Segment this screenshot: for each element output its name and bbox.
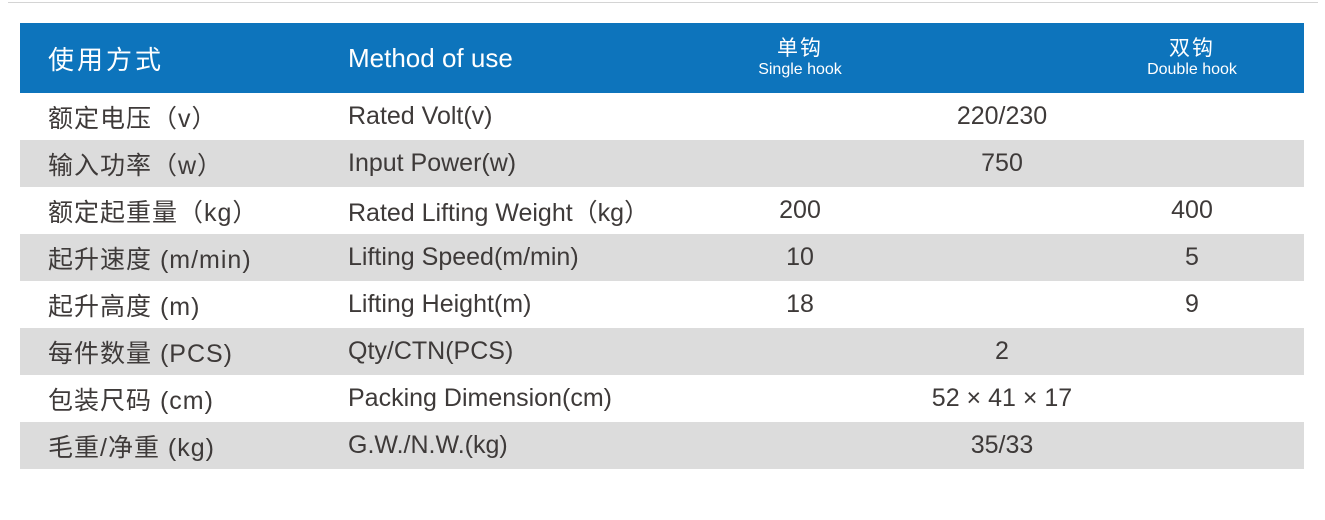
- row-label-en: Lifting Height(m): [348, 290, 532, 318]
- row-label-zh: 输入功率（w）: [48, 151, 224, 180]
- row-label-zh: 起升高度 (m): [48, 292, 201, 321]
- row-value-shared: 35/33: [970, 431, 1034, 459]
- row-label-en: Qty/CTN(PCS): [348, 337, 514, 365]
- product-spec-table: 使用方式 Method of use 单钩 Single hook 双钩 Dou…: [20, 23, 1304, 469]
- table-row-rated-lifting-weight: 额定起重量（kg） Rated Lifting Weight（kg） 200 4…: [20, 187, 1304, 234]
- header-double-hook-zh: 双钩: [1169, 36, 1215, 60]
- row-label-en: Packing Dimension(cm): [348, 384, 612, 412]
- header-single-hook-zh: 单钩: [777, 36, 823, 60]
- row-label-en: Rated Volt(v): [348, 102, 493, 130]
- table-header-row: 使用方式 Method of use 单钩 Single hook 双钩 Dou…: [20, 23, 1304, 93]
- row-label-zh: 包装尺码 (cm): [48, 386, 214, 415]
- table-row-lifting-height: 起升高度 (m) Lifting Height(m) 18 9: [20, 281, 1304, 328]
- row-label-en: Rated Lifting Weight（kg）: [348, 198, 650, 227]
- header-single-hook-en: Single hook: [758, 60, 842, 78]
- row-value-single-hook: 10: [786, 243, 814, 271]
- top-divider-line: [8, 2, 1318, 3]
- table-row-lifting-speed: 起升速度 (m/min) Lifting Speed(m/min) 10 5: [20, 234, 1304, 281]
- row-value-double-hook: 9: [1185, 290, 1199, 318]
- row-value-shared: 750: [981, 149, 1023, 177]
- row-value-shared: 220/230: [956, 102, 1048, 130]
- header-double-hook-en: Double hook: [1147, 60, 1237, 78]
- table-row-packing-dimension: 包装尺码 (cm) Packing Dimension(cm) 52 × 41 …: [20, 375, 1304, 422]
- row-label-zh: 起升速度 (m/min): [48, 245, 252, 274]
- row-label-zh: 毛重/净重 (kg): [48, 433, 215, 462]
- row-label-zh: 额定电压（v）: [48, 104, 218, 133]
- row-value-double-hook: 5: [1185, 243, 1199, 271]
- header-double-hook: 双钩 Double hook: [1080, 37, 1304, 80]
- table-row-input-power: 输入功率（w） Input Power(w) 750: [20, 140, 1304, 187]
- table-row-rated-voltage: 额定电压（v） Rated Volt(v) 220/230: [20, 93, 1304, 140]
- row-label-en: Input Power(w): [348, 149, 517, 177]
- row-label-zh: 额定起重量（kg）: [48, 198, 259, 227]
- table-row-qty-per-carton: 每件数量 (PCS) Qty/CTN(PCS) 2: [20, 328, 1304, 375]
- row-value-single-hook: 18: [786, 290, 814, 318]
- row-value-shared: 52 × 41 × 17: [931, 384, 1073, 412]
- header-usage-zh: 使用方式: [48, 44, 165, 75]
- row-value-shared: 2: [995, 337, 1009, 365]
- row-value-single-hook: 200: [779, 196, 821, 224]
- header-usage-en: Method of use: [348, 42, 513, 73]
- row-label-en: G.W./N.W.(kg): [348, 431, 508, 459]
- row-value-double-hook: 400: [1171, 196, 1213, 224]
- row-label-zh: 每件数量 (PCS): [48, 339, 234, 368]
- row-label-en: Lifting Speed(m/min): [348, 243, 579, 271]
- header-single-hook: 单钩 Single hook: [680, 37, 920, 80]
- table-row-gross-net-weight: 毛重/净重 (kg) G.W./N.W.(kg) 35/33: [20, 422, 1304, 469]
